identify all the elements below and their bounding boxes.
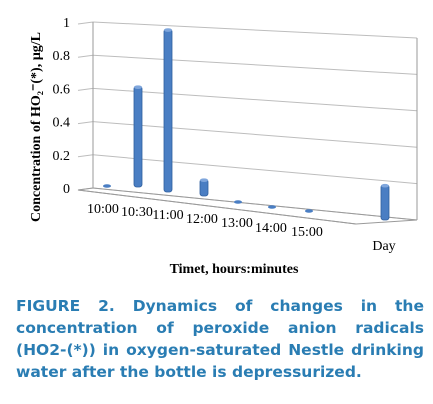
x-tick-label: 10:30 bbox=[121, 205, 153, 220]
bar bbox=[103, 184, 111, 188]
bar-top bbox=[164, 28, 172, 32]
gridline bbox=[92, 21, 418, 39]
y-tick-label: 1 bbox=[63, 16, 70, 31]
gridline-side bbox=[77, 54, 94, 58]
gridline bbox=[92, 154, 418, 185]
figure-caption: FIGURE 2. Dynamics of changes in the con… bbox=[16, 295, 424, 383]
gridline-side bbox=[77, 87, 94, 91]
x-tick-label: 13:00 bbox=[221, 216, 253, 231]
gridline-side bbox=[77, 154, 94, 158]
x-tick-labels: 10:00 10:30 11:00 12:00 13:00 14:00 15:00 Day bbox=[87, 202, 396, 254]
x-tick-label: 12:00 bbox=[186, 212, 218, 227]
y-axis-label: Concentration of HO₂⁻(*), µg/L bbox=[29, 32, 44, 222]
y-tick-label: 0.8 bbox=[53, 49, 71, 64]
y-tick-label: 0 bbox=[63, 182, 70, 197]
caption-text: Dynamics of changes in the concentration… bbox=[16, 297, 424, 381]
y-tick-label: 0.2 bbox=[53, 149, 71, 164]
bar bbox=[380, 184, 390, 221]
y-tick-labels: 0 0.2 0.4 0.6 0.8 1 bbox=[53, 16, 71, 197]
gridline-side bbox=[77, 21, 94, 25]
bar-top bbox=[381, 183, 389, 188]
x-tick-label: 15:00 bbox=[291, 225, 323, 240]
bar-top bbox=[200, 178, 208, 182]
bar bbox=[234, 200, 242, 204]
x-axis-label: Timet, hours:minutes bbox=[170, 262, 299, 277]
x-tick-label: 14:00 bbox=[255, 221, 287, 236]
bar bbox=[305, 209, 313, 213]
bar-top bbox=[134, 85, 142, 89]
gridlines bbox=[77, 21, 418, 225]
x-tick-label: Day bbox=[372, 239, 395, 254]
gridline bbox=[92, 121, 418, 148]
floor-front-edge bbox=[77, 189, 357, 225]
gridline-side bbox=[77, 121, 94, 125]
bars bbox=[103, 28, 390, 221]
caption-label: FIGURE 2. bbox=[16, 297, 115, 315]
bar bbox=[133, 85, 143, 188]
chart: 0 0.2 0.4 0.6 0.8 1 10:00 10:30 11:00 12:00 13:00… bbox=[29, 16, 418, 277]
y-tick-label: 0.4 bbox=[53, 116, 71, 131]
gridline bbox=[92, 87, 418, 112]
x-tick-label: 10:00 bbox=[87, 202, 119, 217]
bar bbox=[163, 28, 173, 193]
x-tick-label: 11:00 bbox=[152, 208, 183, 223]
y-tick-label: 0.6 bbox=[53, 82, 71, 97]
gridline bbox=[92, 54, 418, 75]
bar bbox=[268, 205, 276, 209]
